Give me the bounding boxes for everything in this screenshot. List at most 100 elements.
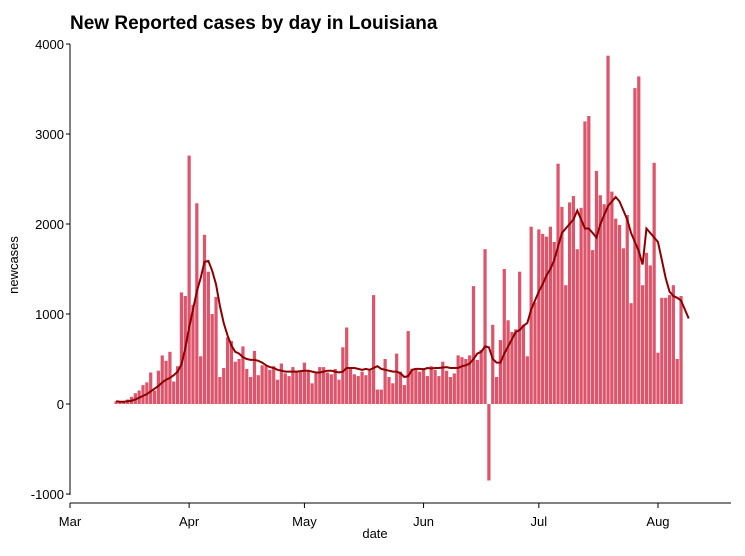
bar — [498, 340, 503, 404]
bar — [298, 370, 303, 404]
bar — [199, 356, 203, 404]
bar — [598, 195, 602, 404]
bar — [591, 250, 595, 404]
bar — [264, 366, 268, 404]
bar — [160, 355, 164, 404]
x-tick-label: Jun — [413, 514, 434, 529]
bar — [491, 324, 495, 404]
bar — [656, 352, 660, 404]
bar — [614, 218, 618, 404]
bar — [652, 162, 656, 404]
bar — [360, 371, 364, 404]
bar — [675, 359, 679, 404]
y-tick-label: 2000 — [35, 217, 64, 232]
bar — [341, 347, 345, 404]
bar — [364, 375, 368, 404]
bar — [375, 389, 380, 404]
bar — [429, 366, 433, 404]
bar — [225, 337, 230, 404]
bar — [279, 363, 283, 404]
bar — [245, 368, 249, 404]
bar — [483, 249, 487, 404]
bar — [191, 305, 195, 404]
bar — [202, 234, 207, 404]
bar — [468, 355, 472, 404]
bar — [114, 401, 118, 404]
bar — [437, 376, 441, 404]
bar — [648, 265, 652, 404]
bar — [233, 361, 237, 404]
bar — [398, 371, 403, 404]
bar — [122, 402, 126, 404]
bars-group — [114, 55, 683, 481]
bar — [402, 385, 406, 404]
y-tick-label: -1000 — [31, 487, 64, 502]
bar — [149, 372, 153, 404]
bar — [629, 303, 633, 404]
y-tick-label: 3000 — [35, 127, 64, 142]
bar — [237, 359, 241, 404]
y-tick-label: 0 — [57, 397, 64, 412]
bar — [556, 163, 560, 404]
bar — [156, 370, 161, 404]
bar — [218, 377, 222, 404]
bar — [241, 346, 245, 404]
bar — [583, 121, 587, 405]
bar — [283, 373, 287, 404]
bar — [537, 229, 541, 404]
bar — [391, 383, 395, 404]
bar — [506, 320, 510, 404]
bar — [602, 204, 606, 404]
bar — [187, 155, 191, 404]
x-tick-label: Apr — [179, 514, 200, 529]
bar — [272, 366, 276, 404]
bar — [210, 314, 214, 404]
bar — [295, 371, 299, 404]
bar — [229, 341, 234, 404]
bar — [464, 359, 468, 404]
bar — [371, 295, 376, 404]
bar — [268, 369, 272, 404]
bar — [514, 329, 518, 404]
bar — [679, 296, 683, 404]
bar — [179, 292, 184, 404]
bar — [337, 379, 341, 404]
bar — [195, 203, 199, 404]
x-tick-label: Mar — [59, 514, 82, 529]
bar — [660, 297, 664, 404]
bar — [306, 369, 310, 404]
bar — [475, 359, 479, 404]
bar — [410, 368, 414, 404]
bar — [164, 360, 168, 404]
bar — [667, 295, 672, 404]
bar — [479, 350, 483, 404]
y-axis-label: newcases — [6, 236, 21, 294]
bar — [441, 361, 445, 404]
bar — [510, 332, 514, 404]
bar — [641, 285, 645, 404]
bar — [529, 226, 533, 404]
bar — [206, 271, 210, 404]
bar — [552, 242, 556, 404]
bar — [275, 379, 280, 404]
bar — [418, 371, 422, 404]
bar — [368, 370, 372, 404]
bar — [521, 324, 526, 404]
x-ticks-group: Mar Apr May Jun Jul Aug — [59, 503, 670, 529]
bar — [395, 353, 399, 404]
y-ticks-group: -1000 0 1000 2000 3000 4000 — [31, 37, 70, 502]
bar — [322, 367, 326, 404]
bar — [525, 356, 529, 404]
bar — [310, 383, 314, 404]
bar — [606, 55, 610, 404]
chart-title: New Reported cases by day in Louisiana — [70, 13, 438, 34]
bar — [502, 269, 506, 404]
bar — [175, 366, 180, 404]
bar — [594, 170, 599, 404]
bar — [356, 376, 360, 404]
bar — [352, 374, 356, 404]
bar — [345, 327, 349, 404]
bar — [460, 357, 464, 404]
bar — [579, 207, 583, 404]
bar — [487, 404, 491, 481]
